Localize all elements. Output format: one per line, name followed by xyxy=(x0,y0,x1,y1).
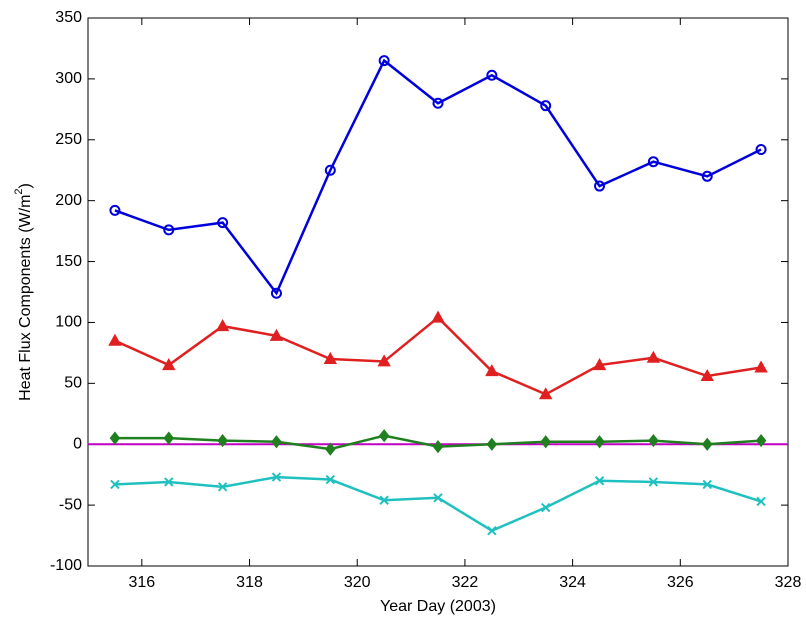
marker xyxy=(702,479,712,490)
axes-box xyxy=(87,17,789,567)
marker xyxy=(486,437,498,451)
x-tick-label: 322 xyxy=(452,574,479,591)
marker xyxy=(215,319,230,332)
marker xyxy=(162,358,176,371)
y-tick-label: -50 xyxy=(59,496,82,513)
y-tick-label: 350 xyxy=(55,9,82,26)
y-tick-label: 0 xyxy=(73,435,82,452)
marker xyxy=(379,495,389,505)
marker xyxy=(324,164,336,176)
marker xyxy=(538,387,553,400)
marker xyxy=(700,368,714,382)
marker xyxy=(432,440,444,454)
marker xyxy=(754,360,768,373)
marker xyxy=(648,477,659,487)
marker xyxy=(323,351,338,364)
marker xyxy=(377,354,391,367)
marker xyxy=(270,287,282,299)
marker xyxy=(217,482,228,492)
marker xyxy=(647,156,659,168)
y-tick-label: 200 xyxy=(55,192,82,209)
marker xyxy=(756,496,766,507)
marker xyxy=(109,204,121,216)
x-tick-label: 316 xyxy=(128,574,155,591)
marker xyxy=(701,437,713,451)
marker xyxy=(325,442,336,456)
y-tick-label: 50 xyxy=(64,375,82,392)
series-line xyxy=(114,315,762,396)
x-tick-label: 324 xyxy=(559,574,586,591)
marker xyxy=(646,350,661,363)
marker xyxy=(325,474,336,485)
y-label-close: ) xyxy=(17,183,34,188)
y-tick-label: -100 xyxy=(50,557,82,574)
marker xyxy=(592,358,607,371)
marker xyxy=(164,477,174,487)
marker xyxy=(378,429,390,443)
marker xyxy=(755,144,767,156)
marker xyxy=(269,328,284,341)
marker xyxy=(217,433,228,448)
y-tick-label: 300 xyxy=(55,70,82,87)
marker xyxy=(594,435,605,449)
marker xyxy=(486,69,498,81)
marker xyxy=(431,310,445,323)
marker xyxy=(485,364,499,377)
marker xyxy=(540,100,552,112)
y-tick-label: 100 xyxy=(55,314,82,331)
marker xyxy=(217,217,229,229)
x-tick-label: 326 xyxy=(667,574,694,591)
y-tick-label: 150 xyxy=(55,253,82,270)
y-tick-label: 250 xyxy=(55,131,82,148)
marker xyxy=(701,170,713,182)
marker xyxy=(487,525,497,536)
x-tick-label: 318 xyxy=(236,574,263,591)
y-axis-label: Heat Flux Components (W/m2) xyxy=(13,183,34,401)
y-label-sup: 2 xyxy=(13,188,25,194)
marker xyxy=(271,472,282,482)
x-axis-label: Year Day (2003) xyxy=(380,598,496,615)
marker xyxy=(755,433,767,448)
marker xyxy=(163,431,175,445)
x-tick-label: 320 xyxy=(344,574,371,591)
marker xyxy=(594,180,606,192)
marker xyxy=(271,435,282,449)
marker xyxy=(540,435,551,449)
marker xyxy=(110,479,120,490)
marker xyxy=(163,224,175,236)
marker xyxy=(108,333,122,346)
marker xyxy=(648,433,659,448)
series-line xyxy=(114,58,762,296)
marker xyxy=(540,502,551,513)
x-tick-label: 328 xyxy=(775,574,802,591)
marker xyxy=(378,55,390,67)
marker xyxy=(594,476,605,486)
marker xyxy=(109,431,121,445)
marker xyxy=(433,493,443,503)
marker xyxy=(432,97,444,109)
series-line xyxy=(114,475,762,533)
y-label-text: Heat Flux Components (W/m xyxy=(17,195,34,401)
